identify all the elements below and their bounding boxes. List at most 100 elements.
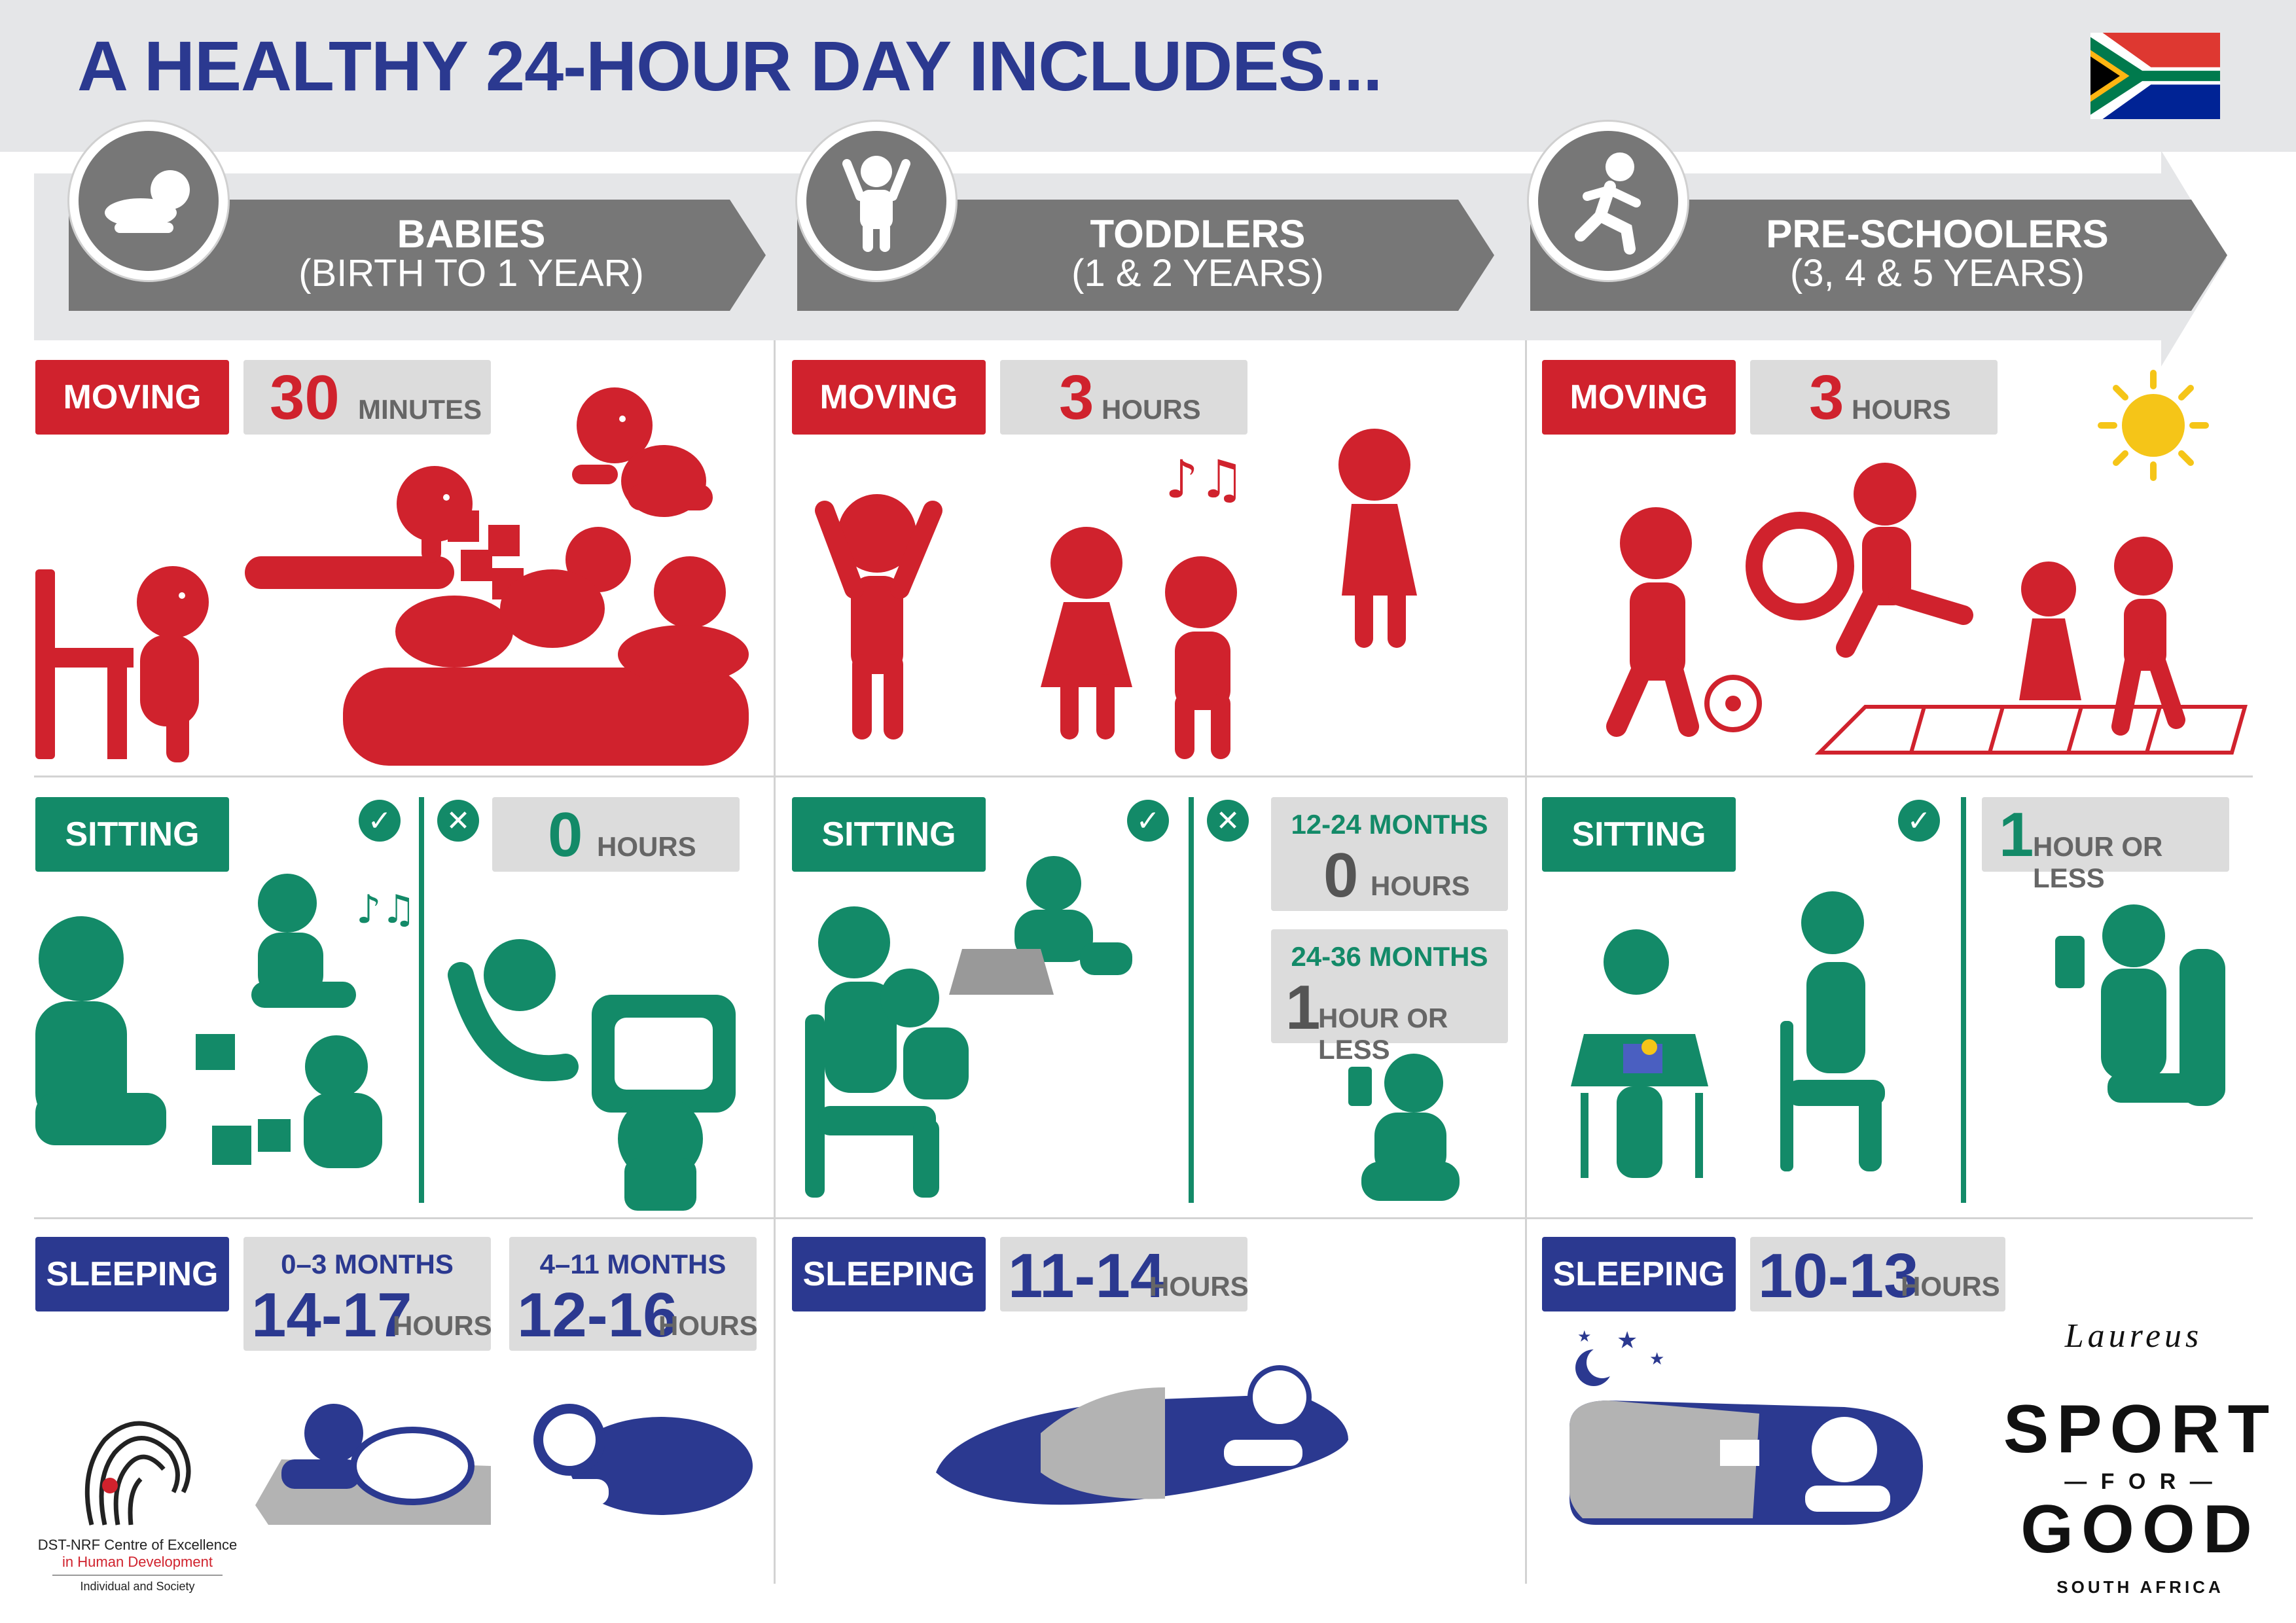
music-notes-icon: ♪♫ — [1165, 449, 1246, 510]
babies-sitting-illustration: ♪♫ — [35, 874, 736, 1211]
check-icon: ✓ — [1898, 800, 1940, 842]
preschoolers-sitting-unit: HOUR OR LESS — [2033, 831, 2163, 893]
moving-tag: MOVING — [792, 360, 986, 435]
toddlers-range: (1 & 2 YEARS) — [1071, 252, 1324, 294]
preschoolers-sleeping-box: 10-13 HOURS — [1750, 1237, 2005, 1311]
page-title: A HEALTHY 24-HOUR DAY INCLUDES... — [77, 26, 1382, 105]
preschoolers-sleeping-unit: HOURS — [1901, 1271, 2000, 1302]
babies-moving-unit: MINUTES — [358, 394, 482, 425]
babies-sleeping-age-2: 4–11 MONTHS — [539, 1249, 726, 1279]
babies-moving-value: 30 — [270, 363, 340, 433]
toddlers-sitting-illustration — [805, 856, 1132, 1198]
babies-sleeping-unit-1: HOURS — [393, 1310, 492, 1341]
toddlers-sleeping-box: 11-14 HOURS — [1000, 1237, 1249, 1311]
babies-sleeping-age-1: 0–3 MONTHS — [281, 1249, 454, 1279]
sitting-tag: SITTING — [35, 797, 229, 872]
row-divider — [34, 1217, 2253, 1219]
moon-stars-icon: ★ ★ ★ — [1575, 1327, 1664, 1386]
babies-label: BABIES (BIRTH TO 1 YEAR) — [216, 215, 726, 293]
sport-logo-text: SPORT — [2003, 1391, 2278, 1467]
babies-sitting-box: 0 HOURS — [492, 797, 740, 872]
toddlers-sitting-value-1: 0 — [1323, 840, 1359, 910]
sleeping-tag: SLEEPING — [1542, 1237, 1736, 1311]
toddlers-sitting-age-2: 24-36 MONTHS — [1291, 941, 1488, 972]
dst-nrf-logo-icon — [84, 1421, 191, 1525]
babies-sitting-unit: HOURS — [597, 831, 696, 862]
laureus-logo: Laureus — [2064, 1317, 2203, 1355]
babies-moving-box: 30 MINUTES — [243, 360, 491, 435]
toddlers-label: TODDLERS (1 & 2 YEARS) — [942, 215, 1453, 293]
moving-tag: MOVING — [35, 360, 229, 435]
preschoolers-moving-illustration — [1606, 463, 2248, 755]
south-africa-logo-text: SOUTH AFRICA — [2056, 1577, 2224, 1597]
toddlers-sleeping-illustration — [936, 1365, 1348, 1505]
preschoolers-sitting-illustration — [1571, 891, 2225, 1178]
cross-icon: ✕ — [437, 800, 479, 842]
dst-line1: DST-NRF Centre of Excellence — [37, 1537, 238, 1553]
preschoolers-moving-unit: HOURS — [1852, 394, 1951, 425]
preschoolers-range: (3, 4 & 5 YEARS) — [1789, 252, 2085, 294]
preschoolers-sleeping-value: 10-13 — [1758, 1241, 1919, 1311]
toddler-icon — [797, 122, 956, 280]
toddlers-moving-illustration: ♪♫ — [815, 429, 1417, 759]
toddler-phone-illustration — [1348, 1054, 1460, 1201]
sitting-tag: SITTING — [1542, 797, 1736, 872]
sitting-divider — [1961, 797, 1966, 1203]
toddlers-moving-value: 3 — [1059, 363, 1094, 433]
babies-arrow — [69, 200, 766, 311]
toddlers-sitting-value-2: 1 — [1285, 972, 1321, 1043]
preschoolers-sitting-box: 1 HOUR OR LESS — [1982, 797, 2229, 893]
toddlers-moving-unit: HOURS — [1102, 394, 1201, 425]
preschoolers-name: PRE-SCHOOLERS — [1766, 212, 2109, 256]
babies-sleeping-value-2: 12-16 — [517, 1280, 678, 1350]
sleeping-tag: SLEEPING — [792, 1237, 986, 1311]
sleeping-tag: SLEEPING — [35, 1237, 229, 1311]
babies-sleeping-value-1: 14-17 — [251, 1280, 412, 1350]
babies-sleeping-unit-2: HOURS — [658, 1310, 758, 1341]
row-divider — [34, 776, 2253, 777]
babies-sitting-value: 0 — [548, 800, 583, 870]
svg-text:★: ★ — [1649, 1349, 1664, 1369]
svg-text:★: ★ — [1617, 1327, 1638, 1354]
toddlers-sitting-box-2: 24-36 MONTHS 1 HOUR OR LESS — [1271, 929, 1508, 1065]
babies-sleeping-illustration — [255, 1404, 753, 1525]
preschoolers-arrow — [1530, 200, 2227, 311]
running-child-icon — [1529, 122, 1687, 280]
babies-range: (BIRTH TO 1 YEAR) — [298, 252, 644, 294]
toddlers-sitting-unit-2: HOUR OR LESS — [1318, 1003, 1448, 1065]
sitting-tag: SITTING — [792, 797, 986, 872]
for-logo-text: — F O R — — [2064, 1469, 2216, 1494]
babies-sleeping-box-1: 0–3 MONTHS 14-17 HOURS — [243, 1237, 492, 1351]
header-bar — [0, 0, 2296, 152]
dst-line3: Individual and Society — [52, 1575, 223, 1594]
crawling-baby-icon — [69, 122, 228, 280]
babies-sleeping-box-2: 4–11 MONTHS 12-16 HOURS — [509, 1237, 758, 1351]
sun-icon — [2098, 370, 2209, 481]
toddlers-sleeping-unit: HOURS — [1149, 1271, 1249, 1302]
toddlers-sitting-box-1: 12-24 MONTHS 0 HOURS — [1271, 797, 1508, 911]
babies-name: BABIES — [397, 212, 546, 256]
good-logo-text: GOOD — [2020, 1491, 2260, 1567]
check-icon: ✓ — [1127, 800, 1169, 842]
toddlers-sitting-age-1: 12-24 MONTHS — [1291, 809, 1488, 840]
cross-icon: ✕ — [1207, 800, 1249, 842]
column-divider — [774, 340, 776, 1584]
preschoolers-sitting-value: 1 — [1999, 800, 2034, 870]
preschoolers-sleeping-illustration — [1570, 1400, 1923, 1525]
toddlers-arrow — [797, 200, 1494, 311]
preschoolers-moving-box: 3 HOURS — [1750, 360, 1998, 435]
dst-nrf-logo: DST-NRF Centre of Excellence in Human De… — [26, 1537, 249, 1594]
column-divider — [1525, 340, 1527, 1584]
preschoolers-moving-value: 3 — [1809, 363, 1844, 433]
moving-tag: MOVING — [1542, 360, 1736, 435]
south-africa-flag-icon — [2090, 33, 2220, 119]
babies-moving-illustration — [35, 387, 749, 766]
toddlers-name: TODDLERS — [1090, 212, 1306, 256]
sitting-divider — [1189, 797, 1194, 1203]
preschoolers-label: PRE-SCHOOLERS (3, 4 & 5 YEARS) — [1676, 215, 2199, 293]
toddlers-sitting-unit-1: HOURS — [1371, 870, 1470, 901]
toddlers-moving-box: 3 HOURS — [1000, 360, 1247, 435]
check-icon: ✓ — [359, 800, 401, 842]
sitting-divider — [419, 797, 424, 1203]
toddlers-sleeping-value: 11-14 — [1008, 1241, 1166, 1311]
